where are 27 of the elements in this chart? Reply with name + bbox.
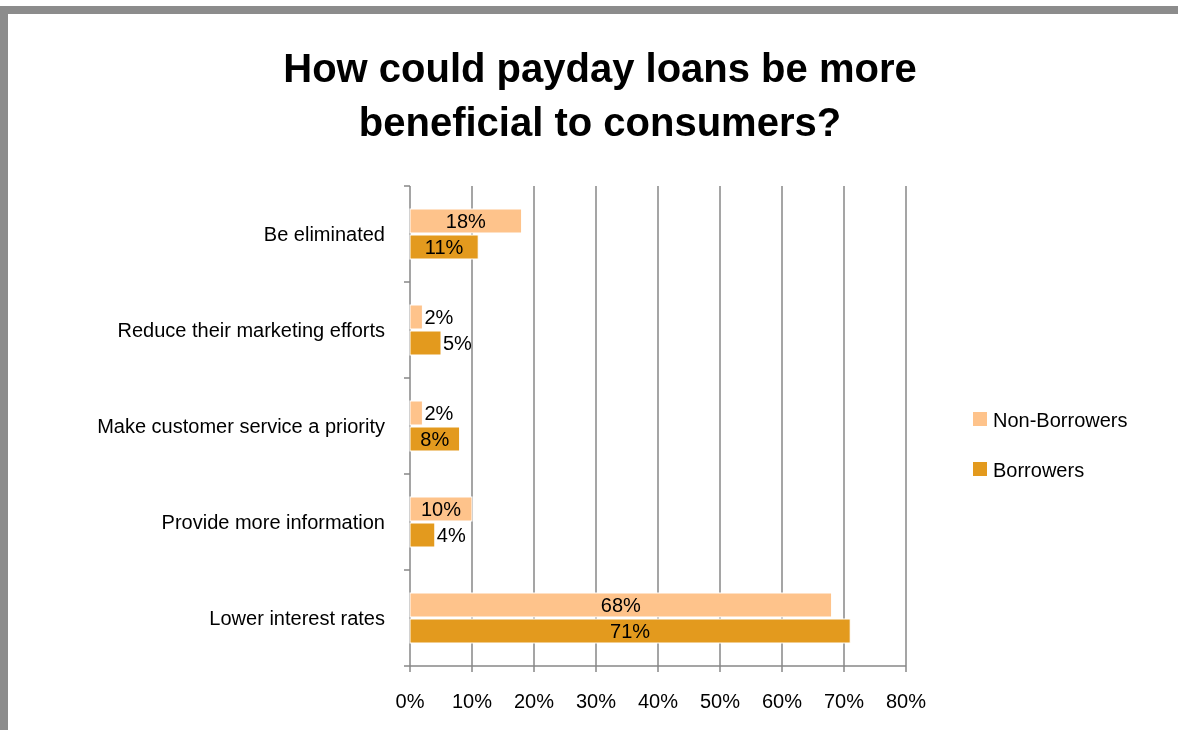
y-tick-label: Provide more information xyxy=(161,511,385,533)
y-tick-label: Make customer service a priority xyxy=(97,415,385,437)
text: 68% xyxy=(600,594,641,616)
text: 11% xyxy=(424,236,464,258)
text: 4% xyxy=(436,524,466,546)
text: 2% xyxy=(424,402,454,424)
x-tick-label: 60% xyxy=(761,690,803,712)
text: 71% xyxy=(610,620,651,642)
x-tick-label: 50% xyxy=(699,690,741,712)
x-tick-label: 10% xyxy=(451,690,493,712)
x-tick-label: 40% xyxy=(637,690,679,712)
x-tick-label: 80% xyxy=(885,690,927,712)
x-tick-label: 20% xyxy=(513,690,555,712)
x-tick-label: 70% xyxy=(823,690,865,712)
y-tick-label: Be eliminated xyxy=(263,223,385,245)
legend-label: Non-Borrowers xyxy=(993,409,1128,431)
text: 5% xyxy=(443,332,472,354)
chart-title: How could payday loans be more beneficial to consumers? xyxy=(283,46,917,144)
text: 10% xyxy=(420,498,462,520)
y-tick-label: Reduce their marketing efforts xyxy=(117,319,385,341)
x-tick-label: 0% xyxy=(395,690,425,712)
text: 18% xyxy=(445,210,486,232)
y-tick-label: Lower interest rates xyxy=(209,607,385,629)
text: 8% xyxy=(420,428,450,450)
legend-label: Borrowers xyxy=(993,459,1085,481)
x-tick-label: 30% xyxy=(575,690,617,712)
text: 2% xyxy=(424,306,454,328)
